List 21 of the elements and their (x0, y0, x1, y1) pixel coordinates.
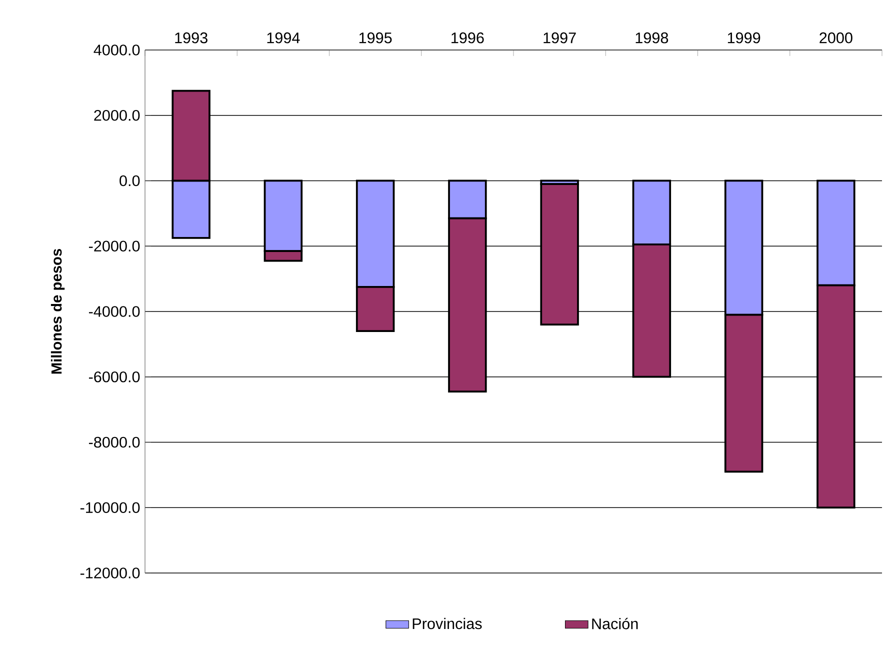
y-tick-label: -10000.0 (80, 502, 140, 514)
y-axis-title: Millones de pesos (50, 248, 65, 374)
bar (540, 183, 579, 326)
x-tick-label: 2000 (820, 32, 852, 44)
y-tick-label: 4000.0 (94, 44, 140, 56)
x-tick-label: 1997 (544, 32, 576, 44)
y-tick-label: -4000.0 (88, 306, 140, 317)
y-tick-label: -2000.0 (88, 240, 140, 252)
x-tick-label: 1993 (175, 32, 208, 44)
y-tick-label: 0.0 (120, 175, 140, 186)
legend-label: Nación (592, 618, 638, 630)
y-tick-label: 2000.0 (94, 110, 140, 121)
x-tick-label: 1998 (636, 32, 668, 44)
x-tick-label: 1994 (267, 32, 300, 44)
y-tick-label: -6000.0 (88, 371, 140, 382)
x-tick-label: 1999 (728, 32, 760, 44)
y-tick-label: -8000.0 (88, 436, 140, 448)
x-tick-label: 1995 (359, 32, 392, 44)
legend-label: Provincias (412, 618, 482, 630)
x-tick-label: 1996 (452, 32, 484, 44)
y-tick-label: -12000.0 (80, 568, 140, 578)
